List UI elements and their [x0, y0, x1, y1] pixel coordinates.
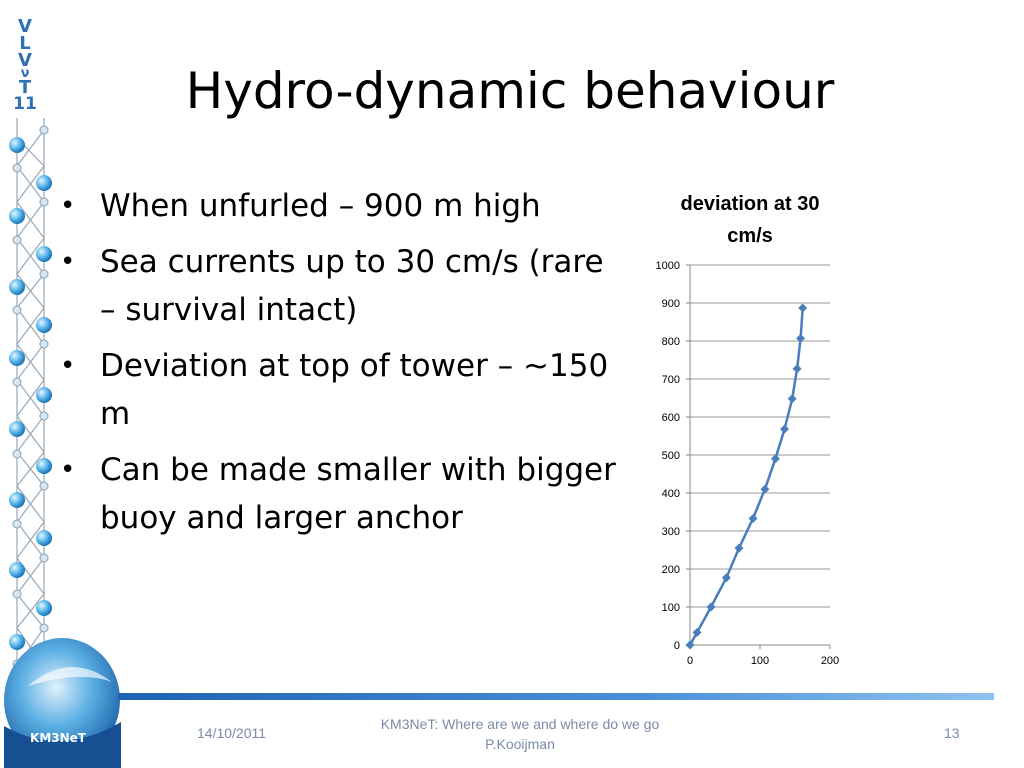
vlvnt-letter: 11: [13, 94, 37, 114]
data-point: [760, 484, 770, 494]
footer-date: 14/10/2011: [197, 725, 267, 741]
km3net-label: KM3NeT: [30, 731, 87, 745]
bullet-list: • When unfurled – 900 m high • Sea current…: [60, 182, 620, 550]
data-point: [706, 602, 716, 612]
y-tick-label: 100: [662, 602, 680, 614]
y-tick-label: 600: [662, 412, 680, 424]
y-tick-label: 300: [662, 526, 680, 538]
y-tick-label: 1000: [656, 260, 680, 272]
data-point: [721, 573, 731, 583]
data-point: [770, 454, 780, 464]
y-tick-label: 900: [662, 298, 680, 310]
series-line: [688, 307, 804, 646]
y-tick-label: 200: [662, 564, 680, 576]
y-tick-label: 800: [662, 336, 680, 348]
data-point: [787, 394, 797, 404]
data-point: [780, 424, 789, 434]
footer-center-text: KM3NeT: Where are we and where do we go …: [350, 714, 690, 754]
bullet-text: When unfurled – 900 m high: [100, 188, 541, 224]
y-tick-label: 0: [674, 640, 680, 652]
data-point: [748, 513, 758, 523]
bullet-item: • When unfurled – 900 m high: [60, 182, 620, 230]
bullet-item: • Deviation at top of tower – ~150 m: [60, 342, 620, 438]
footer-center-line: P.Kooijman: [485, 736, 555, 752]
data-point: [734, 543, 744, 553]
bullet-text: Sea currents up to 30 cm/s (rare – survi…: [100, 244, 604, 328]
bullet-dot-icon: •: [60, 247, 76, 277]
bullet-dot-icon: •: [60, 455, 76, 485]
slide-title: Hydro-dynamic behaviour: [185, 62, 835, 120]
vlvnt-letter: T: [18, 77, 32, 98]
vlvnt-logo: V L V ν T 11: [10, 18, 40, 113]
vlvnt-letter: L: [19, 33, 31, 54]
data-point: [692, 627, 702, 637]
y-tick-label: 500: [662, 450, 680, 462]
data-point: [796, 333, 806, 343]
footer-divider: [118, 693, 994, 700]
km3net-logo: KM3NeT: [4, 638, 121, 768]
data-point: [792, 364, 802, 374]
bullet-text: Can be made smaller with bigger buoy and…: [100, 452, 616, 536]
vlvnt-letter: ν: [20, 66, 30, 81]
bullet-item: • Can be made smaller with bigger buoy an…: [60, 446, 620, 542]
bullet-item: • Sea currents up to 30 cm/s (rare – surv…: [60, 238, 620, 334]
data-point: [685, 640, 695, 650]
bullet-dot-icon: •: [60, 351, 76, 381]
bullet-text: Deviation at top of tower – ~150 m: [100, 348, 609, 432]
page-number: 13: [944, 725, 960, 741]
footer-center-line: KM3NeT: Where are we and where do we go: [380, 716, 660, 732]
vlvnt-letter: V: [18, 16, 32, 37]
x-tick-label: 100: [751, 655, 769, 667]
bullet-dot-icon: •: [60, 191, 76, 221]
y-tick-label: 400: [662, 488, 680, 500]
y-tick-label: 700: [662, 374, 680, 386]
vlvnt-letter: V: [18, 50, 32, 71]
data-point: [798, 303, 808, 313]
deviation-chart: 0 100 200 300 400 500 600 700 800 900 1000 0 100 200: [656, 260, 840, 667]
x-tick-label: 200: [821, 655, 839, 667]
x-tick-label: 0: [687, 655, 693, 667]
chart-title: deviation at 30 cm/s: [680, 193, 820, 247]
